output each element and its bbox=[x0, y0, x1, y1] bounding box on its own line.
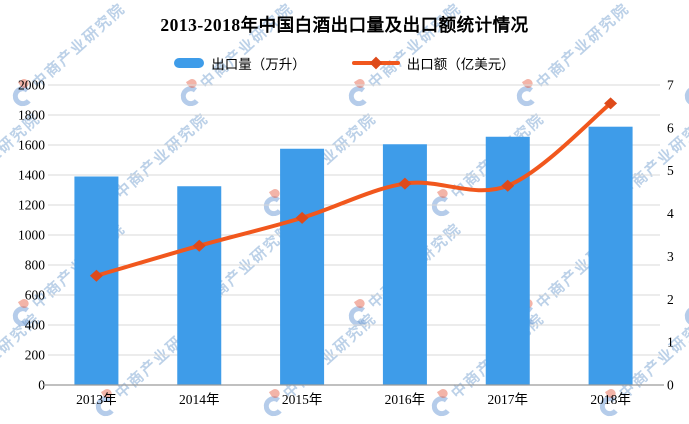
left-axis-tick-label: 2000 bbox=[18, 78, 45, 93]
x-axis-label: 2018年 bbox=[590, 392, 631, 407]
bar-2017年 bbox=[485, 136, 530, 385]
left-axis-tick-label: 1400 bbox=[18, 168, 45, 183]
left-axis-tick-label: 1000 bbox=[18, 228, 45, 243]
bar-2018年 bbox=[588, 126, 633, 385]
left-axis-tick-label: 1200 bbox=[18, 198, 45, 213]
line-marker-2013年 bbox=[89, 269, 103, 282]
bar-swatch-icon bbox=[174, 58, 205, 68]
x-axis-label: 2015年 bbox=[282, 392, 323, 407]
left-axis-tick-label: 200 bbox=[25, 348, 46, 363]
left-axis-tick-label: 1600 bbox=[18, 138, 45, 153]
legend-label-export-value: 出口额（亿美元） bbox=[406, 57, 515, 72]
line-marker-2014年 bbox=[192, 239, 206, 252]
right-axis-tick-label: 5 bbox=[667, 163, 674, 178]
legend-item-export-volume: 出口量（万升） bbox=[174, 53, 306, 73]
x-axis-label: 2017年 bbox=[488, 392, 529, 407]
line-marker-2015年 bbox=[295, 211, 309, 224]
left-axis-tick-label: 600 bbox=[25, 288, 46, 303]
export-value-line bbox=[94, 101, 613, 278]
x-axis-label: 2013年 bbox=[76, 392, 117, 407]
bar-2015年 bbox=[280, 148, 325, 385]
right-axis-tick-label: 4 bbox=[667, 206, 674, 221]
right-axis-tick-label: 6 bbox=[667, 120, 674, 135]
page-title: 2013-2018年中国白酒出口量及出口额统计情况 bbox=[160, 15, 529, 35]
x-axis-label: 2016年 bbox=[385, 392, 426, 407]
bar-2014年 bbox=[177, 186, 222, 385]
left-axis-tick-label: 800 bbox=[25, 258, 46, 273]
legend-item-export-value: 出口额（亿美元） bbox=[351, 53, 515, 73]
line-marker-2017年 bbox=[501, 179, 515, 192]
line-marker-2016年 bbox=[398, 177, 412, 190]
legend: 出口量（万升） 出口额（亿美元） bbox=[0, 53, 689, 73]
right-axis-tick-label: 0 bbox=[667, 378, 674, 393]
right-axis-tick-label: 2 bbox=[667, 292, 674, 307]
left-axis-tick-label: 400 bbox=[25, 318, 46, 333]
legend-label-export-volume: 出口量（万升） bbox=[211, 57, 306, 72]
left-axis-tick-label: 0 bbox=[38, 378, 45, 393]
x-axis-label: 2014年 bbox=[179, 392, 220, 407]
right-axis-tick-label: 7 bbox=[667, 78, 674, 93]
right-axis-tick-label: 3 bbox=[667, 249, 674, 264]
line-swatch-icon bbox=[351, 56, 400, 70]
line-marker-2018年 bbox=[604, 97, 618, 110]
right-axis-tick-label: 1 bbox=[667, 335, 674, 350]
left-axis-tick-label: 1800 bbox=[18, 108, 45, 123]
